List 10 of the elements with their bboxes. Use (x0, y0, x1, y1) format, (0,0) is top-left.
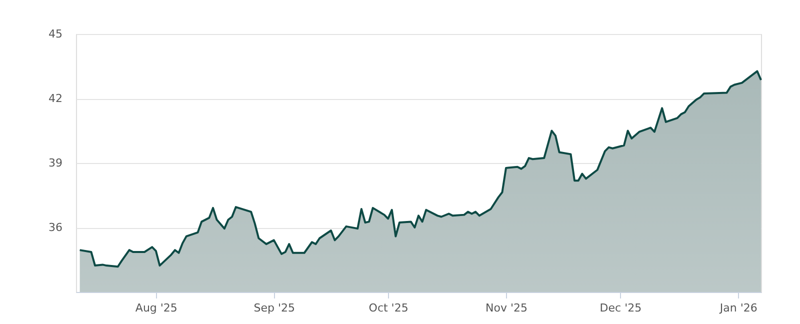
y-tick-label: 39 (48, 156, 62, 170)
x-tick-label: Nov '25 (486, 302, 528, 314)
x-tick-label: Aug '25 (135, 302, 178, 314)
x-tick-label: Dec '25 (600, 302, 642, 314)
x-tick-label: Sep '25 (254, 302, 296, 314)
y-tick-label: 36 (48, 221, 62, 234)
y-tick-label: 45 (48, 28, 62, 40)
x-tick-label: Oct '25 (368, 302, 408, 314)
y-tick-label: 42 (48, 92, 62, 105)
x-tick-label: Jan '26 (718, 302, 758, 314)
